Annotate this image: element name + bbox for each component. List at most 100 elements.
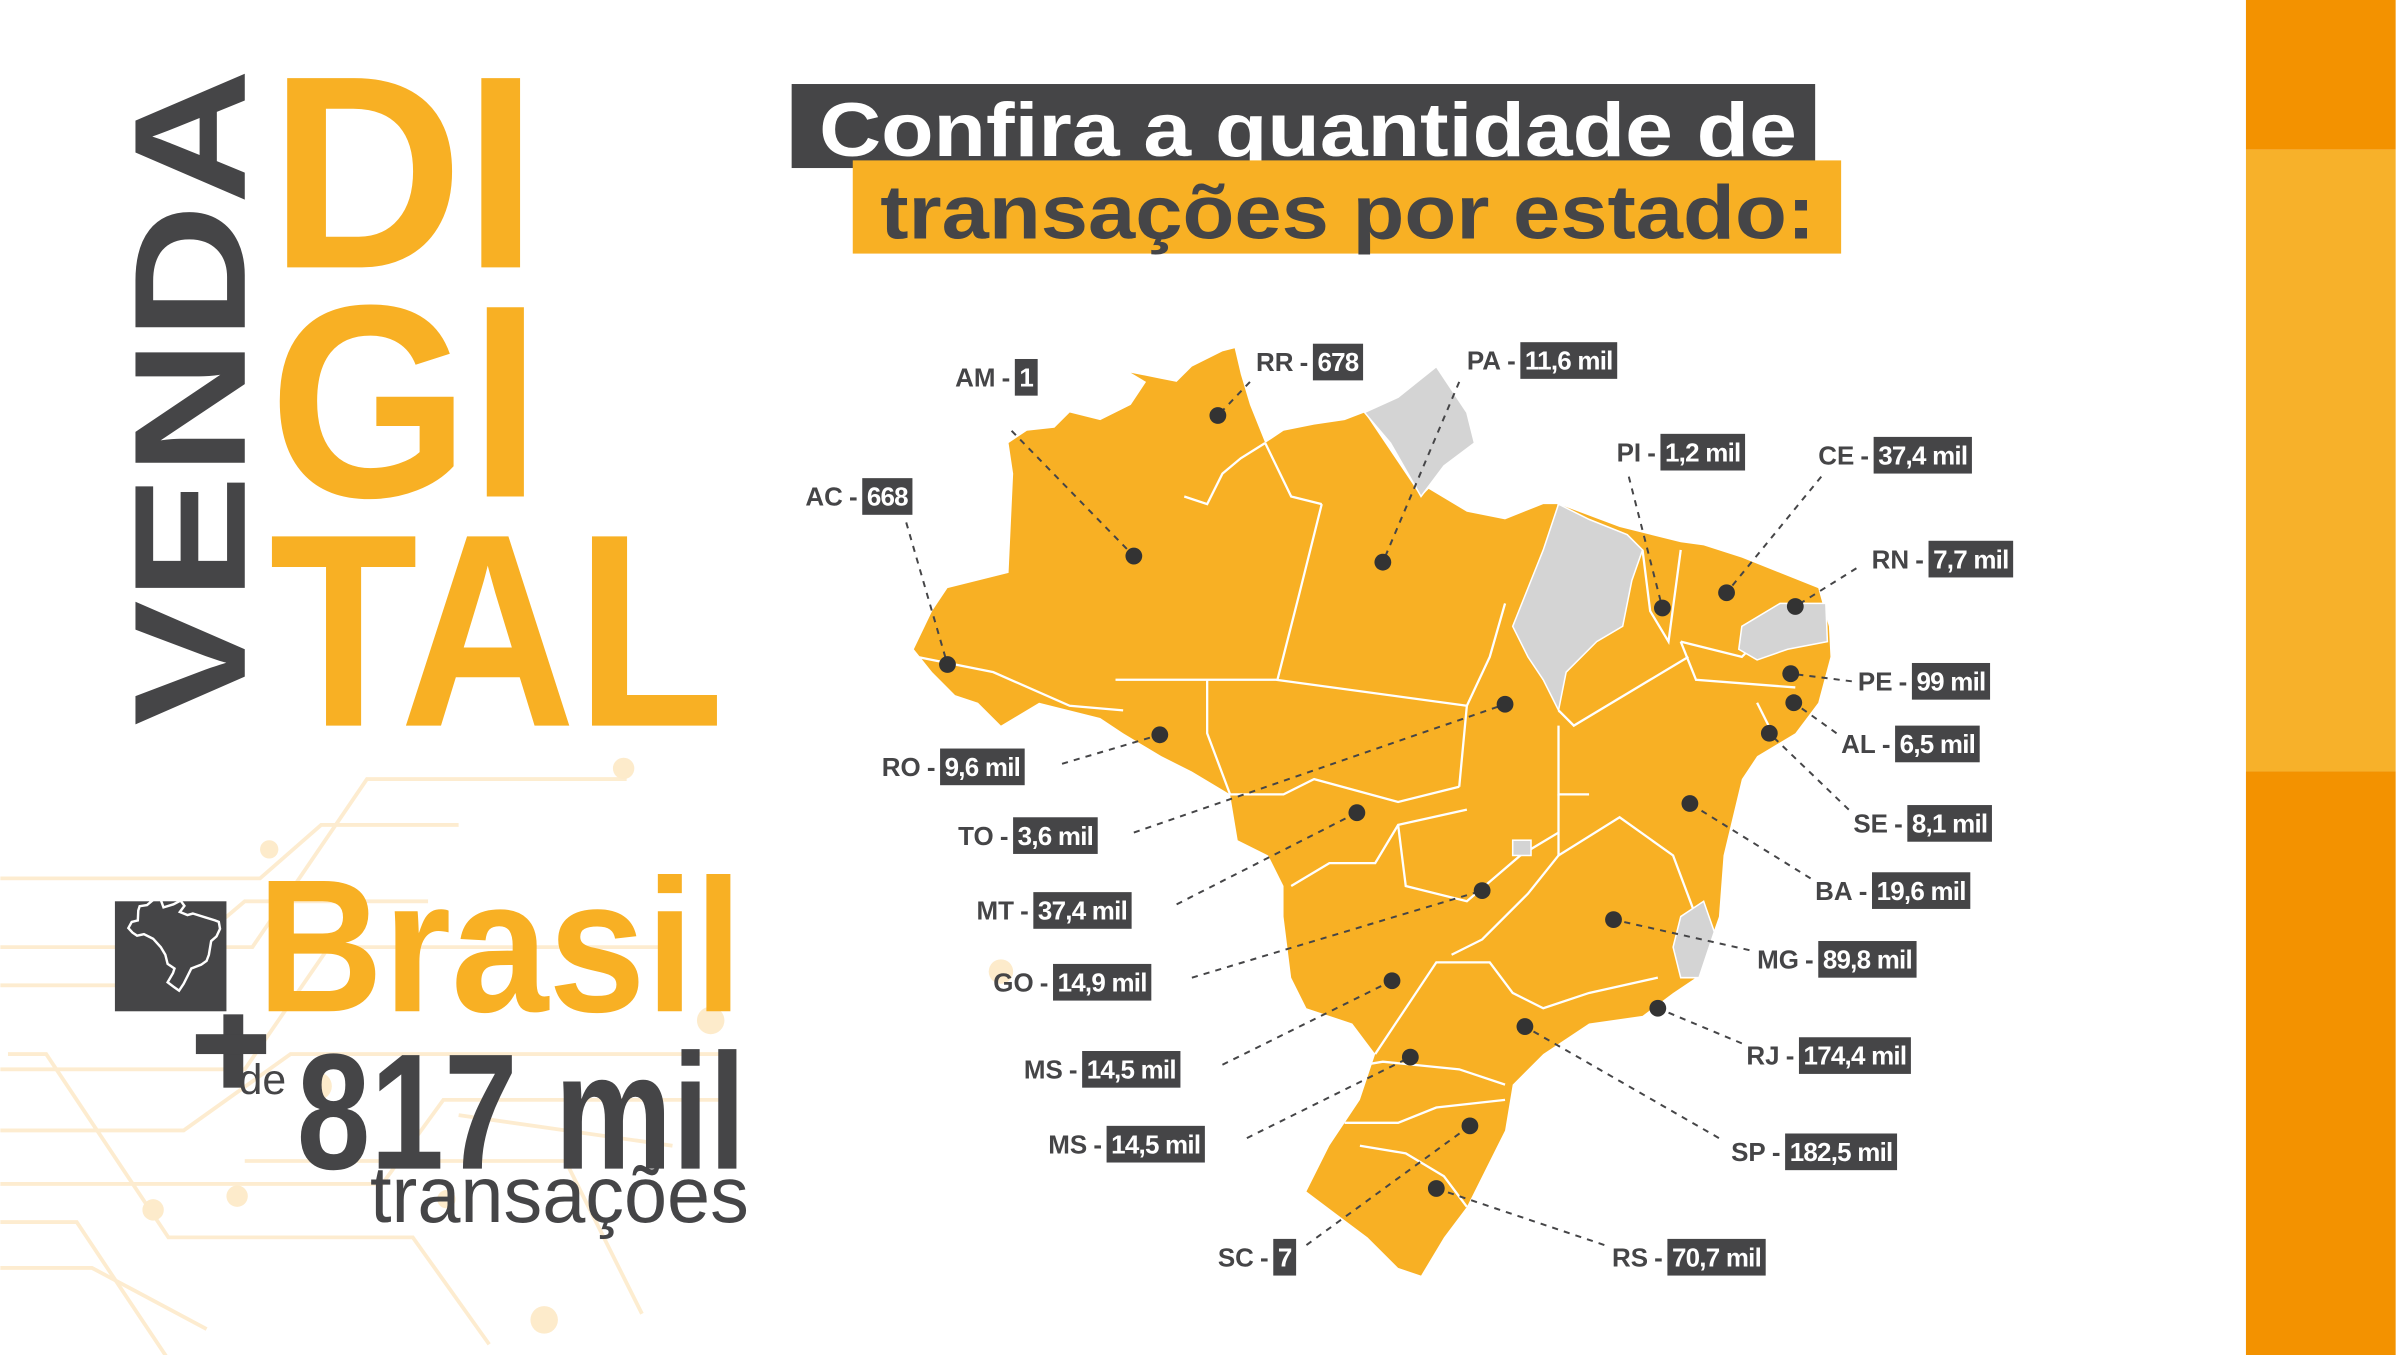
state-code: CE — [1818, 440, 1854, 470]
state-label-rr: RR -678 — [1209, 343, 1364, 424]
state-label-sp: SP -182,5 mil — [1516, 1018, 1898, 1171]
state-marker — [1681, 795, 1699, 812]
value-box — [1798, 1037, 1911, 1074]
state-code: MG — [1757, 945, 1799, 975]
separator: - — [1040, 967, 1049, 997]
state-label-ms: MS -14,5 mil — [1048, 1048, 1419, 1163]
title-line1-background — [791, 84, 1816, 169]
headline-di: DI — [269, 19, 538, 326]
summary-amount: 817 mil — [297, 1020, 746, 1204]
leader-line — [905, 522, 949, 665]
separator: - — [1772, 1137, 1781, 1167]
state-value: 89,8 mil — [1823, 945, 1912, 975]
separator: - — [1260, 1242, 1269, 1272]
value-box — [862, 478, 913, 515]
value-box — [1312, 343, 1364, 381]
state-code: SP — [1731, 1137, 1766, 1167]
state-marker — [1427, 1180, 1445, 1197]
separator: - — [1882, 729, 1891, 759]
leader-line — [1768, 732, 1850, 811]
separator: - — [849, 482, 858, 512]
separator: - — [1093, 1129, 1102, 1159]
separator: - — [1654, 1242, 1663, 1272]
value-box — [1106, 1125, 1205, 1163]
plus-icon — [195, 1014, 267, 1088]
state-code: MS — [1024, 1055, 1063, 1085]
value-box — [1872, 872, 1971, 909]
state-value: 99 mil — [1916, 666, 1985, 696]
value-box — [1660, 433, 1746, 471]
circuit-background — [0, 777, 734, 1355]
title-line1: Confira a quantidade de — [819, 88, 1797, 173]
value-box — [1013, 817, 1098, 854]
headline-venda: VENDA — [101, 69, 279, 726]
state-code: RN — [1872, 544, 1910, 574]
state-marker — [1718, 584, 1735, 602]
state-code: SE — [1853, 809, 1888, 839]
separator: - — [1002, 362, 1011, 392]
summary-prefix: de — [239, 1056, 287, 1104]
state-value: 1 — [1019, 362, 1033, 392]
state-value: 3,6 mil — [1018, 821, 1093, 851]
state-marker — [1401, 1048, 1419, 1066]
right-stripe — [2245, 0, 2396, 1355]
state-label-rs: RS -70,7 mil — [1427, 1180, 1766, 1276]
leader-line — [1790, 672, 1852, 683]
value-box — [1053, 963, 1152, 1001]
separator: - — [1915, 544, 1924, 574]
state-code: SC — [1218, 1242, 1254, 1272]
state-label-ms: MS -14,5 mil — [1024, 972, 1401, 1088]
state-marker — [1348, 804, 1366, 822]
headline-gi: GI — [269, 248, 541, 555]
state-code: AM — [955, 362, 995, 392]
state-code: BA — [1815, 876, 1853, 906]
state-ma — [1511, 503, 1644, 713]
state-label-pa: PA -11,6 mil — [1374, 342, 1618, 571]
separator: - — [1859, 876, 1868, 906]
state-value: 182,5 mil — [1790, 1137, 1893, 1167]
state-value: 668 — [867, 482, 908, 512]
state-label-am: AM -1 — [955, 358, 1143, 565]
leader-line — [1793, 701, 1838, 735]
state-value: 8,1 mil — [1912, 809, 1987, 839]
state-label-mt: MT -37,4 mil — [976, 804, 1366, 929]
state-value: 174,4 mil — [1804, 1041, 1907, 1071]
leader-line — [1010, 430, 1135, 557]
state-marker — [1786, 598, 1804, 615]
value-box — [1928, 540, 2014, 578]
state-label-pe: PE -99 mil — [1782, 662, 1991, 700]
state-value: 9,6 mil — [945, 752, 1020, 782]
state-label-ro: RO -9,6 mil — [882, 726, 1169, 786]
state-code: PA — [1467, 346, 1501, 376]
summary-country: Brasil — [257, 841, 743, 1052]
state-marker — [1785, 694, 1803, 712]
leader-line — [1435, 1187, 1605, 1246]
state-code: RJ — [1746, 1041, 1779, 1071]
leader-line — [1524, 1025, 1720, 1139]
state-value: 19,6 mil — [1877, 876, 1966, 906]
separator: - — [1647, 437, 1656, 467]
state-code: MT — [976, 896, 1014, 926]
state-borders — [916, 442, 1796, 1208]
separator: - — [1507, 346, 1516, 376]
state-value: 37,4 mil — [1878, 440, 1967, 470]
value-box — [1785, 1133, 1898, 1171]
separator: - — [1860, 440, 1869, 470]
value-box — [1273, 1238, 1297, 1276]
state-label-pi: PI -1,2 mil — [1617, 433, 1746, 617]
value-box — [1667, 1238, 1766, 1276]
state-value: 14,5 mil — [1087, 1055, 1176, 1085]
state-value: 14,5 mil — [1111, 1129, 1200, 1159]
state-label-go: GO -14,9 mil — [993, 882, 1491, 1001]
state-code: TO — [958, 821, 994, 851]
state-marker — [1374, 553, 1392, 571]
title-line2: transações por estado: — [880, 170, 1815, 255]
state-value: 7,7 mil — [1933, 544, 2008, 574]
value-box — [1033, 892, 1132, 929]
state-value: 37,4 mil — [1038, 896, 1127, 926]
state-label-ba: BA -19,6 mil — [1681, 795, 1971, 909]
state-value: 6,5 mil — [1900, 729, 1975, 759]
state-value: 678 — [1317, 347, 1358, 377]
value-box — [1818, 941, 1917, 978]
